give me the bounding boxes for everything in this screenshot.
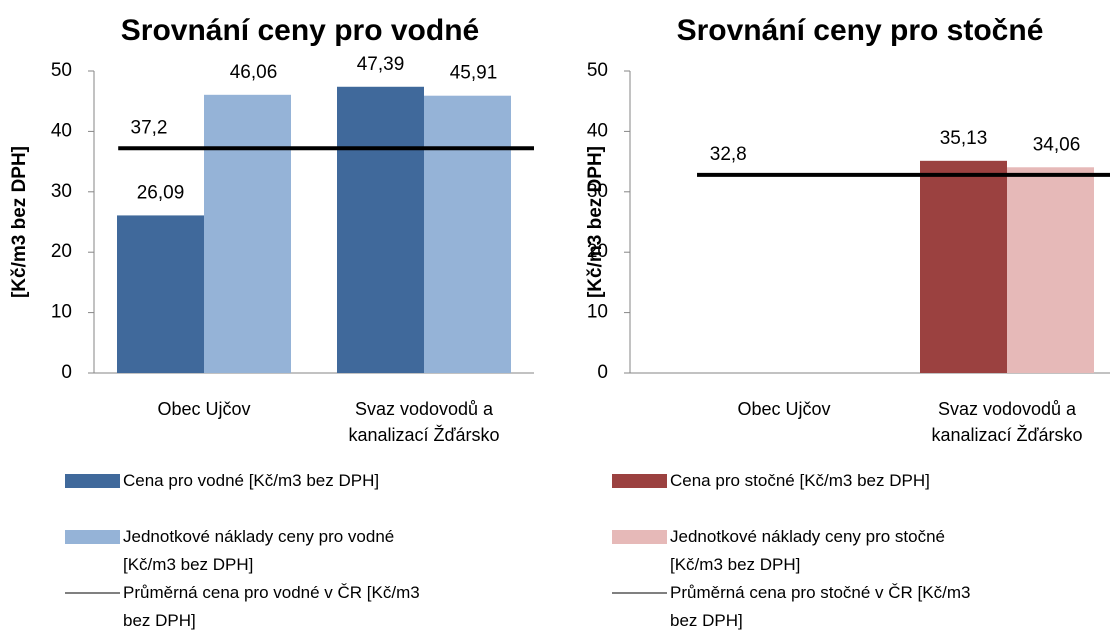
value-label: 47,39 xyxy=(357,54,405,75)
legend-label: Jednotkové náklady ceny pro vodné [Kč/m3… xyxy=(123,527,395,574)
legend-label: Průměrná cena pro stočné v ČR [Kč/m3 bez… xyxy=(670,583,971,630)
x-tick-label: Obec Ujčov xyxy=(737,399,831,419)
y-tick-label: 10 xyxy=(587,302,608,323)
legend-swatch xyxy=(612,474,667,488)
y-tick-label: 20 xyxy=(587,241,608,262)
legend-label: Průměrná cena pro vodné v ČR [Kč/m3 bez … xyxy=(123,583,420,630)
bar xyxy=(204,94,291,373)
x-tick-label: Obec Ujčov xyxy=(157,399,251,419)
chart-title: Srovnání ceny pro stočné xyxy=(677,14,1044,47)
legend-label: Jednotkové náklady ceny pro stočné [Kč/m… xyxy=(670,527,946,574)
value-label: 32,8 xyxy=(710,144,747,165)
value-label: 46,06 xyxy=(230,62,278,83)
legend-label: Cena pro vodné [Kč/m3 bez DPH] xyxy=(123,471,380,490)
legend-swatch xyxy=(65,474,120,488)
bar xyxy=(424,95,511,373)
y-tick-label: 30 xyxy=(51,181,72,202)
y-tick-label: 40 xyxy=(51,120,72,141)
legend-label: Cena pro stočné [Kč/m3 bez DPH] xyxy=(670,471,930,490)
value-label: 45,91 xyxy=(450,63,498,84)
bar xyxy=(117,215,204,373)
bar xyxy=(920,160,1007,373)
value-label: 37,2 xyxy=(131,117,168,138)
legend-swatch xyxy=(65,530,120,544)
y-axis-label: [Kč/m3 bez DPH] xyxy=(585,146,606,298)
value-label: 34,06 xyxy=(1033,134,1081,155)
bar xyxy=(1007,167,1094,373)
y-tick-label: 10 xyxy=(51,302,72,323)
value-label: 35,13 xyxy=(940,128,988,149)
y-tick-label: 0 xyxy=(597,362,608,383)
value-label: 26,09 xyxy=(137,182,185,203)
chart-title: Srovnání ceny pro vodné xyxy=(121,14,479,47)
y-tick-label: 30 xyxy=(587,181,608,202)
x-tick-label: Svaz vodovodů a kanalizací Žďársko xyxy=(348,399,500,445)
y-axis-label: [Kč/m3 bez DPH] xyxy=(9,146,30,298)
y-tick-label: 0 xyxy=(61,362,72,383)
bar xyxy=(337,86,424,373)
legend-swatch xyxy=(612,530,667,544)
x-tick-label: Svaz vodovodů a kanalizací Žďársko xyxy=(931,399,1083,445)
y-tick-label: 50 xyxy=(51,60,72,81)
y-tick-label: 40 xyxy=(587,120,608,141)
y-tick-label: 20 xyxy=(51,241,72,262)
y-tick-label: 50 xyxy=(587,60,608,81)
